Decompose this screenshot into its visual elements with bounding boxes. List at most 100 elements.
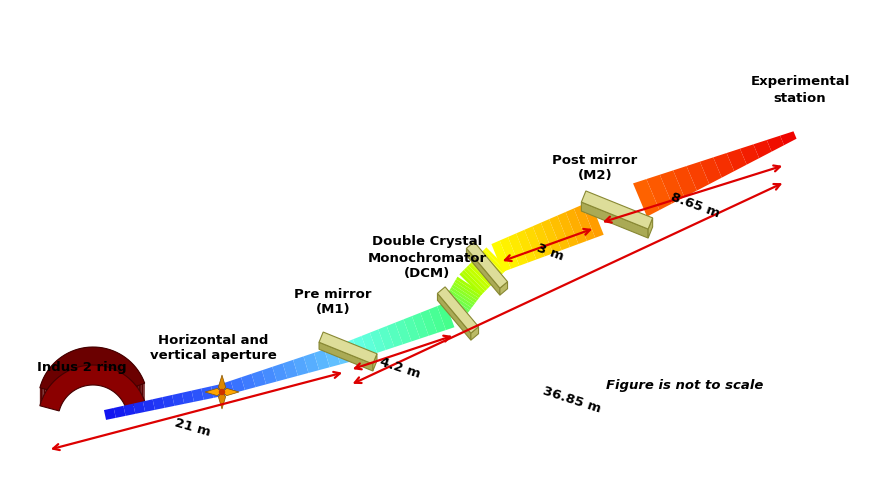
FancyArrowPatch shape [605, 165, 780, 222]
Polygon shape [117, 352, 119, 372]
Polygon shape [107, 349, 110, 368]
Polygon shape [541, 219, 561, 254]
Polygon shape [82, 348, 86, 366]
Polygon shape [467, 248, 500, 295]
Polygon shape [699, 157, 722, 184]
Polygon shape [282, 360, 298, 379]
Polygon shape [314, 349, 330, 370]
Polygon shape [460, 272, 483, 296]
Polygon shape [740, 144, 759, 165]
Polygon shape [143, 380, 144, 401]
Polygon shape [353, 336, 369, 358]
Polygon shape [370, 329, 386, 353]
Polygon shape [62, 354, 65, 374]
Text: Horizontal and
vertical aperture: Horizontal and vertical aperture [150, 334, 276, 362]
Polygon shape [412, 313, 429, 339]
Polygon shape [93, 347, 96, 365]
Polygon shape [44, 374, 45, 396]
Polygon shape [437, 287, 478, 333]
Polygon shape [60, 356, 62, 376]
Polygon shape [473, 259, 496, 282]
Polygon shape [134, 365, 136, 386]
Polygon shape [124, 404, 135, 416]
Polygon shape [448, 290, 473, 308]
Polygon shape [192, 389, 204, 402]
Polygon shape [525, 226, 544, 260]
Polygon shape [152, 397, 165, 410]
Text: Post mirror
(M2): Post mirror (M2) [552, 154, 638, 182]
Polygon shape [659, 170, 684, 204]
Polygon shape [113, 351, 117, 370]
FancyArrowPatch shape [53, 372, 339, 450]
Polygon shape [75, 349, 78, 368]
Polygon shape [437, 293, 470, 340]
Polygon shape [437, 303, 454, 330]
Polygon shape [345, 339, 360, 361]
Polygon shape [500, 237, 519, 269]
Polygon shape [466, 266, 490, 289]
Polygon shape [686, 162, 709, 191]
Text: 3 m: 3 m [535, 241, 565, 263]
Polygon shape [40, 385, 41, 406]
Polygon shape [222, 389, 239, 396]
Polygon shape [218, 392, 225, 409]
Polygon shape [574, 205, 595, 241]
Polygon shape [446, 295, 470, 312]
Polygon shape [201, 386, 214, 400]
Polygon shape [558, 212, 578, 247]
FancyArrowPatch shape [355, 184, 781, 383]
Polygon shape [128, 360, 131, 381]
Polygon shape [54, 361, 56, 382]
Polygon shape [136, 368, 138, 389]
Polygon shape [133, 402, 145, 414]
Polygon shape [492, 240, 511, 272]
Polygon shape [205, 389, 222, 396]
Polygon shape [262, 367, 277, 385]
Polygon shape [172, 393, 184, 406]
Polygon shape [754, 140, 772, 158]
Polygon shape [516, 230, 536, 263]
Polygon shape [470, 327, 478, 340]
Polygon shape [533, 223, 553, 257]
Polygon shape [52, 363, 54, 384]
Polygon shape [421, 309, 437, 336]
Polygon shape [162, 395, 175, 408]
Polygon shape [508, 233, 527, 266]
Polygon shape [549, 216, 570, 250]
Polygon shape [479, 252, 503, 275]
Polygon shape [456, 277, 483, 296]
Polygon shape [182, 391, 194, 404]
Polygon shape [379, 326, 395, 350]
Polygon shape [56, 358, 60, 379]
Polygon shape [452, 284, 477, 303]
Polygon shape [484, 247, 508, 271]
Polygon shape [41, 381, 42, 402]
Polygon shape [304, 353, 319, 373]
Polygon shape [89, 347, 93, 365]
Text: Double Crystal
Monochromator
(DCM): Double Crystal Monochromator (DCM) [367, 235, 486, 281]
Text: Pre mirror
(M1): Pre mirror (M1) [294, 287, 372, 317]
Polygon shape [273, 363, 287, 382]
Polygon shape [42, 378, 44, 399]
Polygon shape [404, 316, 420, 342]
Polygon shape [727, 149, 747, 171]
Text: Experimental
station: Experimental station [750, 76, 850, 104]
Polygon shape [633, 179, 659, 217]
Polygon shape [47, 368, 49, 390]
Polygon shape [450, 287, 475, 305]
Polygon shape [86, 347, 89, 365]
Polygon shape [454, 279, 480, 298]
Polygon shape [40, 365, 144, 411]
Text: 4.2 m: 4.2 m [378, 355, 422, 381]
Polygon shape [470, 261, 495, 284]
Polygon shape [462, 270, 485, 293]
Polygon shape [45, 371, 47, 393]
Text: 21 m: 21 m [174, 417, 212, 439]
Polygon shape [104, 408, 116, 420]
Polygon shape [781, 132, 797, 145]
Polygon shape [673, 166, 697, 197]
FancyArrowPatch shape [505, 229, 590, 261]
Polygon shape [110, 350, 113, 369]
Polygon shape [475, 257, 499, 280]
Polygon shape [119, 354, 123, 374]
